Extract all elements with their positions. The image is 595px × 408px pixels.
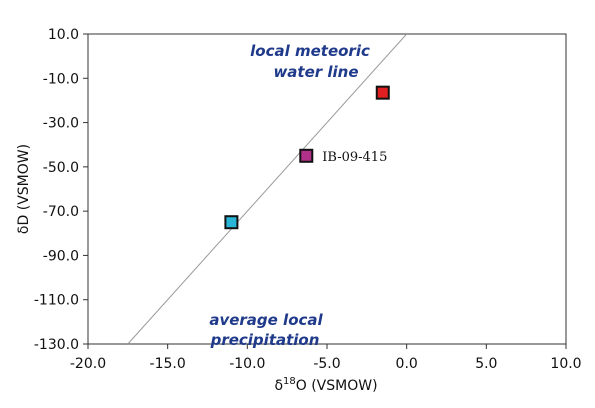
x-tick-label: 5.0 (475, 356, 497, 372)
annotation-precip-line1: average local (209, 311, 323, 329)
x-tick-label: 0.0 (396, 356, 418, 372)
reference-line-layer (127, 33, 408, 345)
y-tick-label: -10.0 (43, 71, 79, 87)
x-tick-label: 10.0 (550, 356, 581, 372)
x-axis-title: δ18O (VSMOW) (274, 376, 377, 394)
x-tick-label: -20.0 (70, 356, 106, 372)
data-point-label: IB-09-415 (322, 150, 387, 165)
data-point (299, 148, 314, 163)
annotation-lmwl-line1: local meteoric (250, 42, 370, 60)
meteoric-water-line (127, 33, 408, 345)
y-tick-label: -70.0 (43, 204, 79, 220)
x-tick-label: -5.0 (313, 356, 340, 372)
annotation-lmwl-line2: water line (273, 63, 358, 81)
y-tick-label: 10.0 (48, 27, 79, 43)
data-point (224, 215, 239, 230)
data-point (375, 85, 390, 100)
x-tick-label: -15.0 (150, 356, 186, 372)
y-tick-label: -50.0 (43, 160, 79, 176)
y-tick-label: -90.0 (43, 248, 79, 264)
x-tick-label: -10.0 (229, 356, 265, 372)
y-tick-label: -110.0 (34, 293, 79, 309)
y-tick-label: -30.0 (43, 116, 79, 132)
annotation-precip-line2: precipitation (210, 331, 320, 349)
tick-layer: -20.0 -15.0 -10.0 -5.0 0.0 5.0 10.0 10.0 -10.0 -3… (34, 27, 582, 372)
point-layer: IB-09-415 (224, 85, 390, 230)
y-axis-title: δD (VSMOW) (16, 144, 32, 234)
y-tick-label: -130.0 (34, 337, 79, 353)
